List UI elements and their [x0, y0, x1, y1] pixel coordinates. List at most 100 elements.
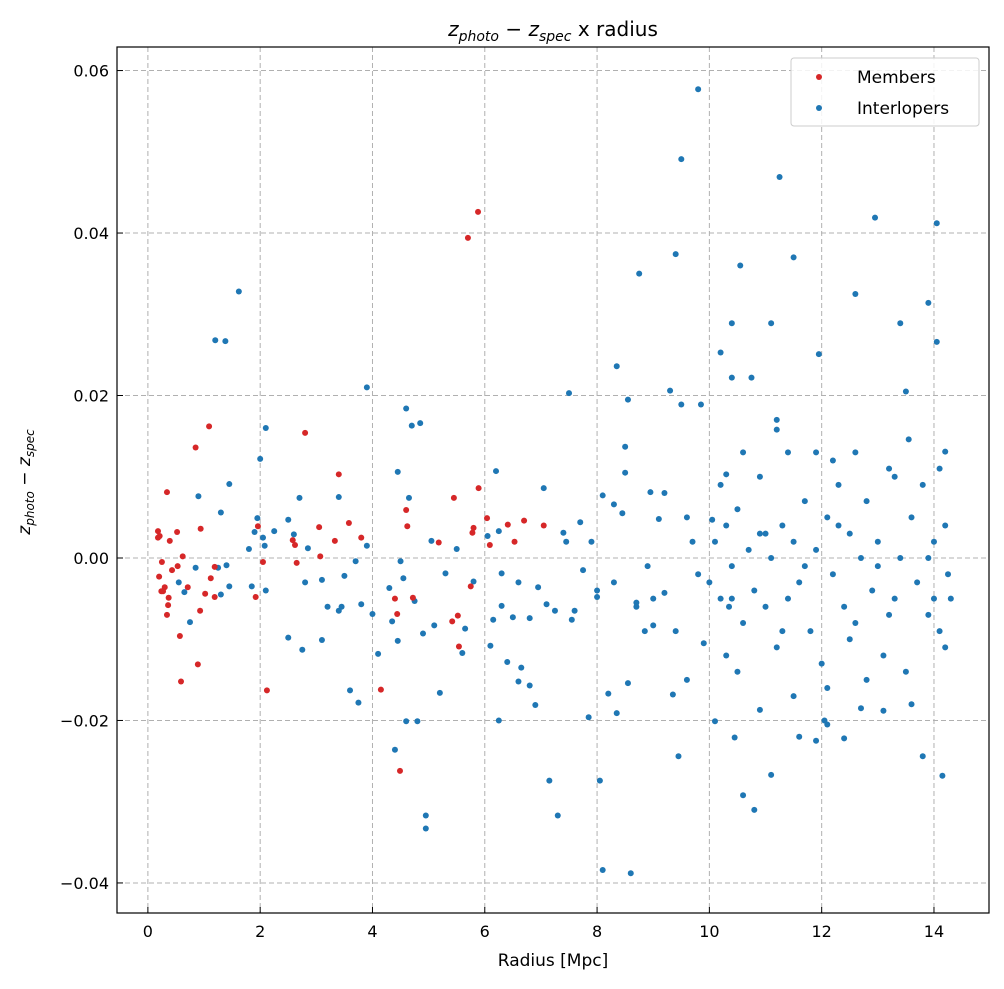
point-members: [345, 520, 352, 527]
point-interlopers: [403, 718, 410, 725]
point-interlopers: [846, 636, 853, 643]
point-interlopers: [515, 579, 522, 586]
point-members: [158, 559, 165, 566]
point-interlopers: [622, 469, 629, 476]
point-members: [263, 687, 270, 694]
point-members: [254, 523, 261, 530]
point-interlopers: [874, 538, 881, 545]
point-interlopers: [299, 646, 306, 653]
point-interlopers: [641, 628, 648, 635]
point-interlopers: [535, 584, 542, 591]
legend-box: [790, 57, 980, 127]
point-interlopers: [919, 753, 926, 760]
point-members: [211, 563, 218, 570]
point-interlopers: [734, 668, 741, 675]
point-interlopers: [650, 622, 657, 629]
point-interlopers: [624, 396, 631, 403]
point-interlopers: [554, 812, 561, 819]
point-interlopers: [417, 420, 424, 427]
point-members: [403, 507, 410, 514]
point-interlopers: [397, 558, 404, 565]
point-interlopers: [902, 388, 909, 395]
x-tick-label: 6: [480, 922, 490, 941]
point-members: [161, 584, 168, 591]
point-interlopers: [925, 299, 932, 306]
point-interlopers: [717, 349, 724, 356]
y-tick-label: −0.02: [60, 711, 109, 730]
point-members: [174, 528, 181, 535]
point-interlopers: [678, 401, 685, 408]
point-interlopers: [338, 603, 345, 610]
point-interlopers: [790, 538, 797, 545]
legend-label-members: Members: [857, 68, 936, 88]
point-interlopers: [285, 634, 292, 641]
point-interlopers: [532, 702, 539, 709]
point-members: [404, 523, 411, 530]
point-interlopers: [933, 220, 940, 227]
point-interlopers: [560, 529, 567, 536]
point-interlopers: [509, 614, 516, 621]
point-interlopers: [257, 455, 264, 462]
point-interlopers: [493, 468, 500, 475]
point-interlopers: [627, 870, 634, 877]
point-interlopers: [442, 570, 449, 577]
point-members: [197, 525, 204, 532]
point-interlopers: [347, 687, 354, 694]
point-interlopers: [251, 528, 258, 535]
x-tick-label: 14: [924, 922, 944, 941]
point-members: [192, 444, 199, 451]
point-interlopers: [824, 721, 831, 728]
point-interlopers: [254, 515, 261, 522]
point-interlopers: [302, 579, 309, 586]
point-interlopers: [728, 595, 735, 602]
x-tick-label: 8: [592, 922, 602, 941]
point-interlopers: [400, 575, 407, 582]
point-interlopers: [470, 578, 477, 585]
point-interlopers: [498, 570, 505, 577]
point-members: [163, 489, 170, 496]
point-interlopers: [192, 564, 199, 571]
point-interlopers: [580, 567, 587, 574]
point-interlopers: [773, 416, 780, 423]
legend-marker-members: [816, 74, 822, 80]
point-members: [511, 538, 518, 545]
point-interlopers: [661, 489, 668, 496]
point-interlopers: [495, 528, 502, 535]
point-interlopers: [796, 579, 803, 586]
point-interlopers: [908, 514, 915, 521]
point-interlopers: [585, 714, 592, 721]
point-interlopers: [540, 485, 547, 492]
point-interlopers: [936, 628, 943, 635]
point-interlopers: [672, 251, 679, 258]
point-interlopers: [768, 771, 775, 778]
point-interlopers: [422, 825, 429, 832]
point-interlopers: [717, 481, 724, 488]
point-interlopers: [613, 710, 620, 717]
point-interlopers: [857, 554, 864, 561]
x-tick-label: 2: [255, 922, 265, 941]
point-interlopers: [874, 563, 881, 570]
point-interlopers: [394, 468, 401, 475]
point-interlopers: [902, 668, 909, 675]
point-interlopers: [711, 718, 718, 725]
point-interlopers: [829, 571, 836, 578]
point-interlopers: [695, 571, 702, 578]
point-interlopers: [428, 537, 435, 544]
point-members: [316, 524, 323, 531]
point-interlopers: [222, 338, 229, 345]
point-interlopers: [891, 473, 898, 480]
point-interlopers: [622, 443, 629, 450]
point-members: [154, 534, 161, 541]
point-interlopers: [745, 546, 752, 553]
point-interlopers: [324, 603, 331, 610]
point-interlopers: [599, 492, 606, 499]
legend-label-interlopers: Interlopers: [857, 99, 949, 119]
point-interlopers: [723, 522, 730, 529]
point-interlopers: [700, 640, 707, 647]
plot-frame: [116, 46, 990, 914]
point-interlopers: [358, 601, 365, 608]
y-tick-label: 0.02: [73, 387, 109, 406]
point-interlopers: [610, 579, 617, 586]
point-interlopers: [824, 514, 831, 521]
point-members: [435, 539, 442, 546]
